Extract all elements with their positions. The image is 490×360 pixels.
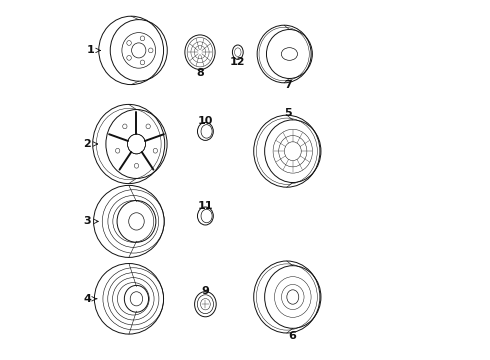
Text: 9: 9	[201, 286, 209, 296]
Text: 2: 2	[83, 139, 98, 149]
Text: 6: 6	[288, 330, 296, 341]
Text: 7: 7	[284, 80, 292, 90]
Text: 3: 3	[83, 216, 98, 226]
Text: 5: 5	[284, 108, 292, 118]
Text: 10: 10	[197, 116, 213, 126]
Text: 8: 8	[196, 68, 204, 78]
Text: 11: 11	[197, 201, 213, 211]
Text: 1: 1	[86, 45, 100, 55]
Text: 4: 4	[83, 294, 97, 304]
Text: 12: 12	[230, 57, 245, 67]
